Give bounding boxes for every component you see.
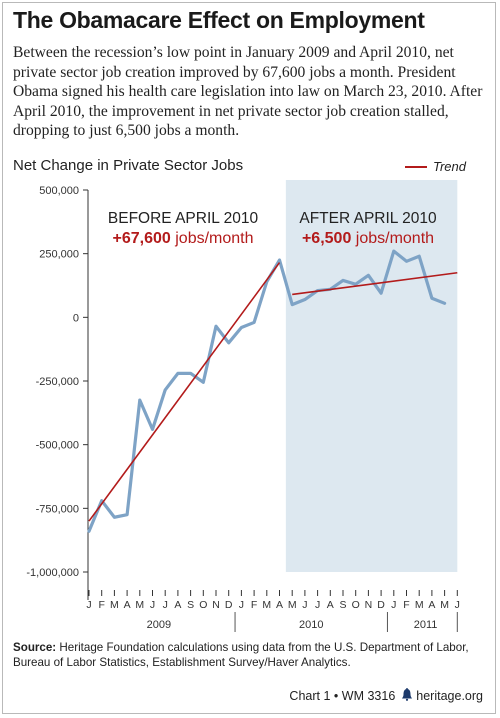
trend-line <box>88 262 281 522</box>
legend-trend-swatch <box>405 165 427 168</box>
x-tick-label: J <box>302 599 307 611</box>
y-tick-label: 250,000 <box>39 249 79 261</box>
x-year-label: 2011 <box>414 619 438 631</box>
data-point <box>418 255 421 258</box>
data-point <box>100 499 103 502</box>
x-tick-label: N <box>212 599 220 611</box>
data-point <box>354 283 357 286</box>
data-point <box>151 428 154 431</box>
data-point <box>253 321 255 324</box>
x-tick-label: F <box>251 599 257 611</box>
legend-trend-label: Trend <box>433 159 466 174</box>
data-point <box>443 302 446 305</box>
x-tick-label: J <box>163 599 168 611</box>
annotation-heading: AFTER APRIL 2010 <box>299 210 437 227</box>
x-tick-label: D <box>225 599 233 611</box>
x-tick-label: M <box>110 599 119 611</box>
y-tick-label: -500,000 <box>36 440 79 452</box>
source-label: Source: <box>13 641 57 654</box>
data-point <box>291 303 294 306</box>
x-tick-label: J <box>391 599 396 611</box>
x-year-label: 2009 <box>147 619 171 631</box>
x-tick-label: M <box>288 599 297 611</box>
x-tick-label: J <box>150 599 155 611</box>
data-point <box>367 274 370 277</box>
footer: Chart 1 • WM 3316 heritage.org <box>289 688 483 704</box>
footer-chart-ref: Chart 1 <box>289 689 331 703</box>
x-tick-label: A <box>428 599 435 611</box>
data-point <box>164 389 166 391</box>
y-tick-label: -750,000 <box>36 503 79 515</box>
x-tick-label: D <box>377 599 385 611</box>
x-tick-label: F <box>98 599 104 611</box>
liberty-bell-icon <box>401 688 413 704</box>
x-tick-label: O <box>352 599 360 611</box>
source-text: Heritage Foundation calculations using d… <box>13 641 469 669</box>
y-tick-label: -1,000,000 <box>26 567 79 579</box>
x-tick-label: J <box>315 599 320 611</box>
y-tick-label: 500,000 <box>39 185 79 197</box>
x-tick-label: J <box>455 599 460 611</box>
legend: Trend <box>405 159 466 174</box>
x-tick-label: O <box>199 599 207 611</box>
chart-svg: 500,000 250,000 0 -250,000 -500,000 -750,000 -… <box>26 180 460 632</box>
footer-separator: • <box>333 689 339 703</box>
data-point <box>278 259 281 261</box>
intro-paragraph: Between the recession’s low point in Jan… <box>13 44 483 139</box>
page-title: The Obamacare Effect on Employment <box>13 7 425 33</box>
source-note: Source: Heritage Foundation calculations… <box>13 641 493 670</box>
annotation-heading: BEFORE APRIL 2010 <box>108 210 259 227</box>
x-tick-label: J <box>86 599 91 611</box>
chart-title: Net Change in Private Sector Jobs <box>13 157 244 174</box>
x-tick-label: M <box>415 599 424 611</box>
annotation-value: +67,600 jobs/month <box>113 230 254 247</box>
trend-line <box>292 271 458 296</box>
data-point <box>227 342 230 344</box>
x-tick-label: A <box>174 599 181 611</box>
x-tick-label: F <box>403 599 409 611</box>
x-tick-label: M <box>135 599 144 611</box>
data-point <box>139 399 141 401</box>
data-point <box>202 381 205 384</box>
x-tick-label: J <box>239 599 244 611</box>
x-tick-label: M <box>440 599 449 611</box>
data-point <box>240 326 243 329</box>
annotation-value: +6,500 jobs/month <box>302 230 434 247</box>
data-point <box>405 260 408 263</box>
x-year-label: 2010 <box>299 619 323 631</box>
footer-site: heritage.org <box>416 689 483 703</box>
data-point <box>126 513 128 516</box>
data-point <box>380 292 382 294</box>
data-point <box>189 372 192 375</box>
data-point <box>342 279 344 282</box>
data-point <box>431 297 433 300</box>
x-tick-label: A <box>327 599 334 611</box>
data-point <box>88 530 90 533</box>
y-tick-label: -250,000 <box>36 376 79 388</box>
after-april-shaded-region <box>285 180 458 572</box>
footer-wm: WM 3316 <box>341 689 396 703</box>
data-point <box>113 516 116 519</box>
data-point <box>304 298 306 301</box>
x-tick-label: N <box>365 599 373 611</box>
data-point <box>393 250 395 252</box>
x-tick-label: A <box>124 599 131 611</box>
x-tick-label: S <box>187 599 194 611</box>
data-point <box>177 372 179 375</box>
x-tick-label: S <box>339 599 346 611</box>
x-tick-label: M <box>262 599 271 611</box>
data-point <box>215 325 217 328</box>
y-tick-label: 0 <box>73 312 79 324</box>
x-tick-label: A <box>276 599 283 611</box>
chart-card: The Obamacare Effect on Employment Betwe… <box>2 2 496 714</box>
